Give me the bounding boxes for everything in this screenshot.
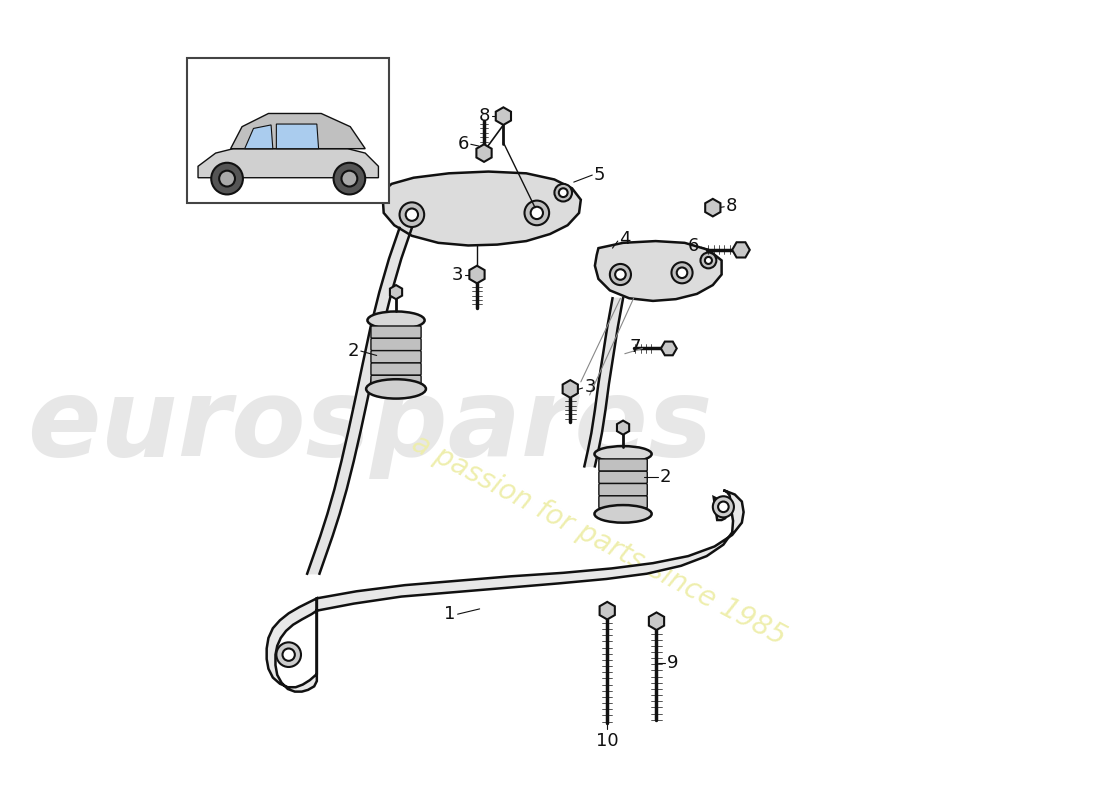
Polygon shape — [307, 228, 411, 574]
Text: 3: 3 — [451, 266, 463, 283]
Circle shape — [530, 206, 543, 219]
Circle shape — [283, 649, 295, 661]
Text: 9: 9 — [667, 654, 679, 673]
Circle shape — [211, 162, 243, 194]
FancyBboxPatch shape — [371, 375, 421, 387]
Circle shape — [609, 264, 631, 285]
Circle shape — [333, 162, 365, 194]
FancyBboxPatch shape — [371, 363, 421, 375]
Circle shape — [676, 267, 688, 278]
Text: 5: 5 — [594, 166, 605, 184]
Text: eurospares: eurospares — [26, 373, 713, 479]
Circle shape — [399, 202, 425, 227]
Text: 6: 6 — [689, 238, 700, 255]
FancyBboxPatch shape — [371, 350, 421, 363]
Text: 10: 10 — [596, 732, 618, 750]
Text: 7: 7 — [629, 338, 640, 356]
FancyBboxPatch shape — [598, 483, 647, 496]
Circle shape — [525, 201, 549, 226]
Circle shape — [276, 642, 301, 667]
Polygon shape — [244, 125, 273, 149]
Bar — [187, 58, 389, 203]
Text: 8: 8 — [726, 197, 737, 215]
Text: 8: 8 — [478, 107, 491, 125]
Circle shape — [219, 170, 235, 186]
Text: a passion for parts since 1985: a passion for parts since 1985 — [407, 430, 790, 651]
Circle shape — [671, 262, 693, 283]
Text: 2: 2 — [348, 342, 359, 360]
Circle shape — [701, 253, 716, 268]
Polygon shape — [266, 490, 744, 692]
Ellipse shape — [367, 311, 425, 329]
Text: 1: 1 — [444, 605, 455, 623]
Circle shape — [559, 188, 568, 197]
Circle shape — [341, 170, 358, 186]
Text: 4: 4 — [619, 230, 631, 248]
FancyBboxPatch shape — [598, 471, 647, 483]
FancyBboxPatch shape — [371, 326, 421, 338]
Ellipse shape — [366, 379, 426, 398]
Text: 3: 3 — [584, 378, 596, 396]
FancyBboxPatch shape — [598, 459, 647, 471]
Polygon shape — [231, 114, 365, 149]
Circle shape — [554, 184, 572, 202]
Text: 6: 6 — [458, 135, 469, 154]
Circle shape — [713, 496, 734, 518]
Circle shape — [406, 209, 418, 221]
FancyBboxPatch shape — [598, 496, 647, 508]
Circle shape — [705, 257, 712, 264]
Polygon shape — [584, 298, 623, 466]
Ellipse shape — [594, 446, 651, 462]
Polygon shape — [276, 124, 319, 149]
FancyBboxPatch shape — [371, 338, 421, 350]
Circle shape — [718, 502, 728, 512]
Polygon shape — [198, 149, 378, 178]
Polygon shape — [383, 171, 581, 246]
Polygon shape — [595, 241, 722, 301]
Text: 2: 2 — [660, 468, 671, 486]
Circle shape — [615, 270, 626, 280]
Ellipse shape — [594, 505, 651, 522]
